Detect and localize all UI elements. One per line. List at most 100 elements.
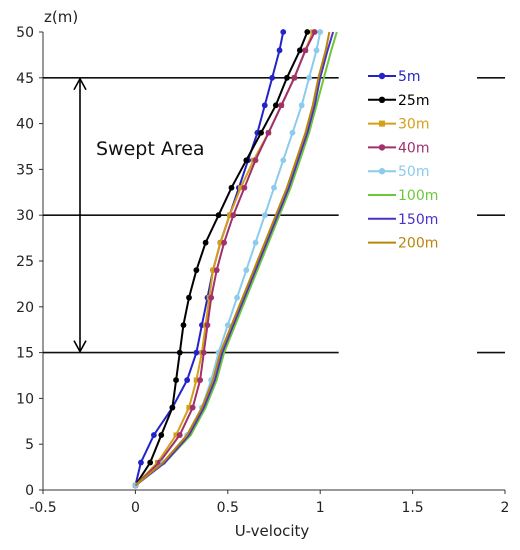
x-tick-label: 1.5	[401, 500, 423, 516]
swept-area-arrow-head-top	[73, 77, 87, 91]
data-point	[302, 47, 309, 54]
data-point	[176, 432, 183, 438]
data-point	[289, 129, 296, 136]
legend-item-5m: 5m	[368, 69, 421, 85]
data-point	[280, 29, 287, 35]
data-point	[276, 47, 283, 54]
data-point	[234, 294, 240, 301]
data-point	[169, 404, 176, 411]
legend-item-40m: 40m	[368, 140, 429, 156]
data-point	[298, 102, 305, 109]
data-point	[224, 322, 231, 329]
y-tick-label: 30	[16, 208, 34, 224]
y-tick-label: 10	[16, 391, 34, 407]
x-tick-label: 0.5	[217, 500, 239, 516]
series-25m	[132, 29, 311, 489]
data-point	[202, 239, 209, 246]
data-point	[193, 377, 199, 383]
data-point	[189, 404, 196, 411]
series-40m	[132, 29, 318, 489]
data-point	[227, 212, 233, 218]
data-point	[296, 47, 303, 54]
legend: 5m 25m 30m 40m 50m 100m 150m 200m	[368, 69, 438, 252]
data-point	[147, 459, 154, 466]
y-tick-label: 0	[25, 483, 34, 499]
series-line	[134, 31, 316, 487]
legend-marker	[378, 96, 386, 104]
legend-item-30m: 30m	[368, 117, 429, 133]
data-point	[272, 102, 279, 109]
y-tick-label: 45	[16, 71, 34, 87]
series-line	[134, 31, 331, 487]
data-point	[200, 349, 207, 356]
data-point	[186, 294, 192, 301]
series-200m	[134, 31, 331, 487]
y-tick-label: 40	[16, 117, 34, 133]
legend-item-50m: 50m	[368, 164, 429, 180]
y-tick-label: 20	[16, 300, 34, 316]
data-point	[197, 377, 203, 383]
data-point	[173, 377, 179, 383]
legend-item-150m: 150m	[368, 212, 438, 228]
x-tick-label: 0	[131, 500, 140, 516]
y-tick-label: 15	[16, 346, 34, 362]
legend-marker	[378, 144, 386, 151]
x-tick-label: -0.5	[29, 500, 56, 516]
swept-area-arrow-head-bottom	[73, 340, 87, 354]
series-line	[134, 31, 338, 487]
x-tick-label: 1	[316, 500, 325, 516]
y-tick-label: 5	[25, 437, 34, 453]
annotation-group: Swept Area	[73, 77, 205, 354]
data-point	[217, 240, 224, 246]
y-tick-label: 50	[16, 25, 34, 41]
data-point	[210, 267, 216, 273]
legend-label: 40m	[398, 140, 429, 156]
data-point	[213, 267, 220, 274]
data-point	[258, 129, 264, 136]
data-point	[252, 157, 259, 164]
legend-label: 100m	[398, 188, 438, 204]
series-150m	[134, 31, 335, 487]
data-point	[180, 322, 187, 329]
data-point	[261, 212, 268, 219]
series-line	[134, 31, 309, 486]
data-point	[306, 74, 313, 81]
data-point	[238, 185, 244, 191]
series-line	[134, 31, 335, 487]
series-50m	[132, 29, 324, 489]
data-point	[221, 239, 228, 246]
data-point	[271, 184, 277, 191]
data-point	[230, 212, 237, 219]
data-point	[243, 267, 250, 274]
data-point	[252, 239, 259, 246]
data-point	[158, 432, 165, 438]
data-point	[186, 404, 192, 411]
data-point	[317, 29, 324, 35]
legend-label: 200m	[398, 236, 438, 252]
data-point	[193, 349, 200, 356]
series-100m	[134, 31, 338, 487]
data-point	[269, 74, 276, 81]
series-line	[134, 31, 322, 487]
data-point	[284, 74, 290, 81]
data-point	[215, 212, 222, 219]
legend-label: 30m	[398, 117, 429, 133]
data-point	[278, 102, 285, 109]
legend-label: 25m	[398, 93, 429, 109]
data-point	[184, 377, 191, 383]
data-point	[265, 129, 272, 136]
legend-label: 50m	[398, 164, 429, 180]
data-point	[228, 184, 235, 191]
data-point	[304, 29, 311, 35]
swept-area-label: Swept Area	[96, 138, 205, 160]
data-point	[241, 184, 248, 191]
x-tick-label: 2	[501, 500, 510, 516]
x-axis-title: U-velocity	[235, 522, 310, 540]
data-point	[204, 322, 211, 329]
data-point	[150, 432, 157, 438]
legend-item-100m: 100m	[368, 188, 438, 204]
series-line	[134, 31, 314, 487]
legend-marker	[378, 72, 386, 80]
